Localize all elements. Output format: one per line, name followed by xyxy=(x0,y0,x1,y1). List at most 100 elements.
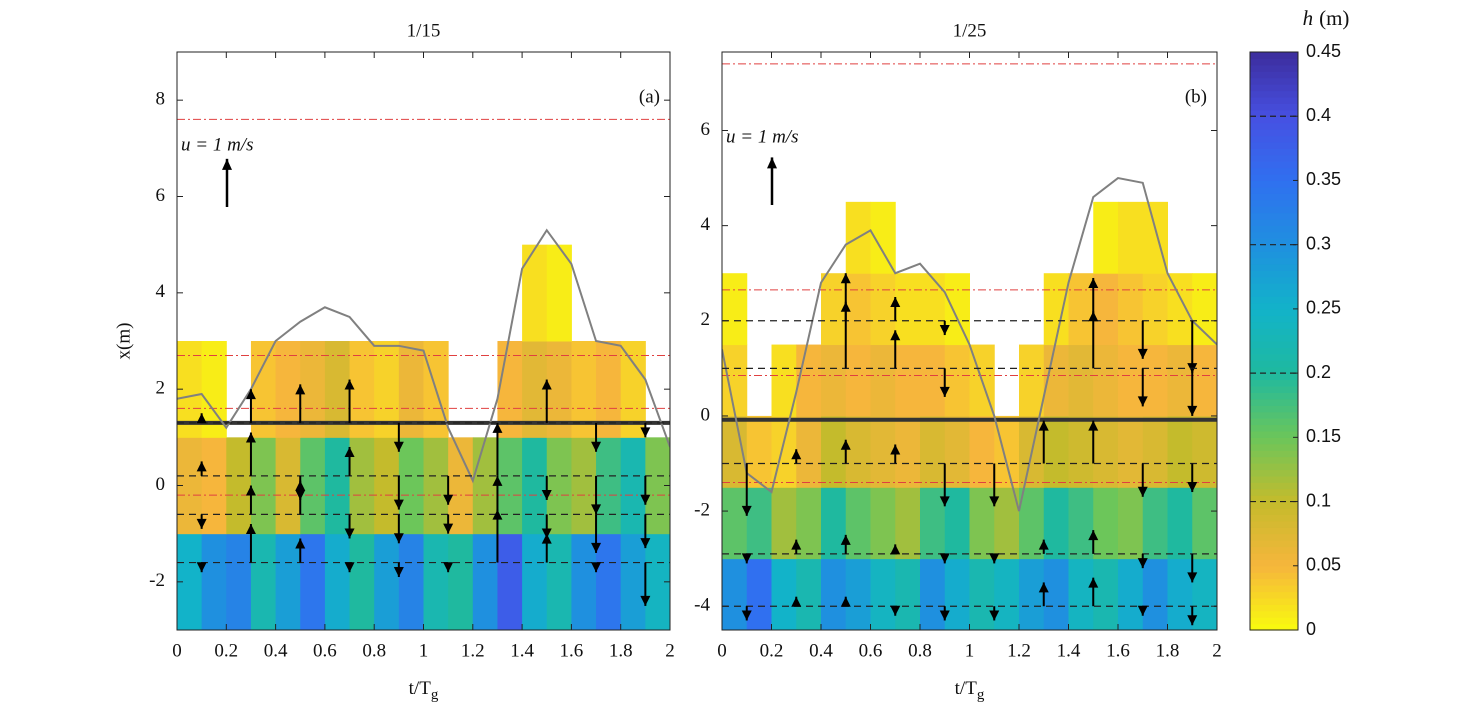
x-tick-label: 0.4 xyxy=(264,640,288,661)
arrow-head xyxy=(393,499,404,510)
colorbar-step xyxy=(1250,64,1298,72)
colorbar-step xyxy=(1250,206,1298,214)
depth-cell xyxy=(895,558,921,630)
depth-cell xyxy=(448,437,474,535)
panel-title: 1/25 xyxy=(953,20,987,41)
arrow-head xyxy=(1137,348,1148,359)
x-tick-label: 0.2 xyxy=(760,640,784,661)
arrow-head xyxy=(393,567,404,578)
arrow-head xyxy=(939,325,950,336)
depth-cell xyxy=(1068,273,1094,346)
depth-cell xyxy=(895,344,921,417)
depth-cell xyxy=(1167,487,1193,560)
colorbar-step xyxy=(1250,495,1298,503)
x-axis-label: t/Tg xyxy=(955,678,985,703)
panel-title: 1/15 xyxy=(407,20,441,41)
colorbar-step xyxy=(1250,231,1298,239)
depth-cell xyxy=(920,558,946,630)
x-tick-label: 1.2 xyxy=(1007,640,1031,661)
arrow-head xyxy=(1187,482,1198,493)
colorbar-step xyxy=(1250,193,1298,201)
reference-arrow-head xyxy=(222,158,232,170)
colorbar-tick-label: 0 xyxy=(1306,619,1316,639)
arrow-head xyxy=(939,386,950,397)
depth-cell xyxy=(546,533,572,630)
arrow-head xyxy=(1088,311,1099,322)
colorbar-step xyxy=(1250,52,1298,60)
depth-cell xyxy=(796,487,822,560)
colorbar-step xyxy=(1250,302,1298,310)
arrow-head xyxy=(989,553,1000,564)
colorbar-step xyxy=(1250,572,1298,580)
colorbar-step xyxy=(1250,161,1298,169)
arrow-head xyxy=(939,553,950,564)
colorbar-step xyxy=(1250,321,1298,329)
x-tick-label: 0 xyxy=(172,640,182,661)
depth-cell xyxy=(1118,415,1144,488)
arrow-head xyxy=(1088,530,1099,541)
depth-cell xyxy=(201,437,227,535)
depth-cell xyxy=(821,344,847,417)
arrow-head xyxy=(1137,396,1148,407)
y-tick-label: 2 xyxy=(156,378,166,399)
shoreline xyxy=(177,228,670,484)
depth-cell xyxy=(1093,558,1119,630)
arrow-head xyxy=(1137,605,1148,616)
depth-cell xyxy=(1043,273,1069,346)
depth-cell xyxy=(300,533,326,630)
x-tick-label: 1.6 xyxy=(1106,640,1130,661)
depth-cell xyxy=(722,344,748,417)
depth-cell xyxy=(596,437,622,535)
depth-cell xyxy=(1093,344,1119,417)
depth-cell xyxy=(722,558,748,630)
depth-cell xyxy=(398,533,424,630)
arrow-head xyxy=(1187,615,1198,626)
y-tick-label: 6 xyxy=(156,185,166,206)
colorbar-tick-label: 0.3 xyxy=(1306,233,1331,253)
depth-cell xyxy=(448,533,474,630)
depth-cell xyxy=(1142,415,1168,488)
x-tick-label: 1.2 xyxy=(461,640,485,661)
depth-cell xyxy=(522,244,548,342)
reference-arrow-head xyxy=(767,157,777,169)
depth-cell xyxy=(423,437,449,535)
arrow-head xyxy=(890,605,901,616)
x-axis-label-sub: g xyxy=(977,687,985,703)
arrow-head xyxy=(1187,405,1198,416)
x-tick-label: 1.4 xyxy=(1057,640,1081,661)
depth-cell xyxy=(821,558,847,630)
depth-cell xyxy=(596,533,622,630)
arrow-head xyxy=(939,610,950,621)
depth-cell xyxy=(1192,558,1217,630)
colorbar-step xyxy=(1250,604,1298,612)
depth-cell xyxy=(1118,201,1144,274)
depth-cell xyxy=(796,344,822,417)
x-tick-label: 0.2 xyxy=(214,640,238,661)
depth-cell xyxy=(201,533,227,630)
depth-cell xyxy=(1093,273,1119,346)
depth-cell xyxy=(1068,344,1094,417)
colorbar-step xyxy=(1250,90,1298,98)
colorbar-step xyxy=(1250,103,1298,111)
colorbar-step xyxy=(1250,341,1298,349)
depth-cell xyxy=(349,533,375,630)
arrow-head xyxy=(1088,277,1099,288)
reference-label: u = 1 m/s xyxy=(726,126,798,147)
x-tick-label: 0 xyxy=(717,640,727,661)
colorbar-step xyxy=(1250,373,1298,381)
colorbar-step xyxy=(1250,552,1298,560)
depth-cell xyxy=(821,273,847,346)
colorbar-step xyxy=(1250,379,1298,387)
plot-area xyxy=(722,63,1217,630)
colorbar-step xyxy=(1250,443,1298,451)
y-tick-label: 0 xyxy=(701,404,711,425)
depth-cell xyxy=(300,437,326,535)
x-tick-label: 1.8 xyxy=(609,640,633,661)
colorbar-step xyxy=(1250,514,1298,522)
arrow-head xyxy=(295,480,306,491)
depth-cell xyxy=(821,415,847,488)
depth-cell xyxy=(374,533,400,630)
arrow-head xyxy=(1038,539,1049,550)
colorbar-step xyxy=(1250,405,1298,413)
colorbar-step xyxy=(1250,559,1298,567)
